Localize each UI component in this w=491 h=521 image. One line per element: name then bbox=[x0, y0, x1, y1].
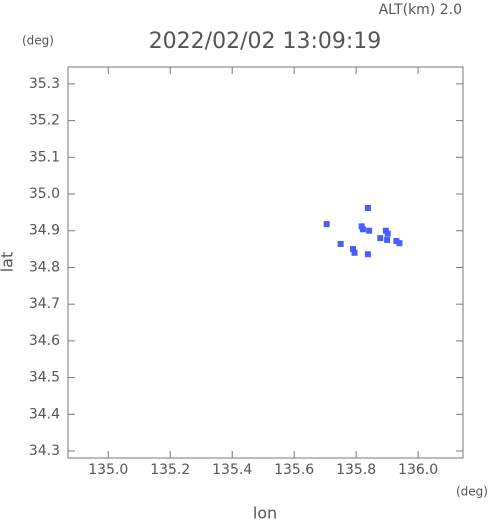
y-tick-label: 34.8 bbox=[29, 259, 60, 275]
echo-point bbox=[366, 227, 373, 234]
x-tick-label: 135.0 bbox=[88, 462, 128, 478]
chart-title: 2022/02/02 13:09:19 bbox=[149, 29, 382, 54]
x-tick-label: 135.6 bbox=[274, 462, 314, 478]
echo-point bbox=[396, 240, 403, 247]
echo-point bbox=[377, 235, 384, 242]
y-tick-label: 34.9 bbox=[29, 223, 60, 239]
y-tick-label: 34.7 bbox=[29, 296, 60, 312]
y-unit: (deg) bbox=[22, 34, 54, 48]
x-tick-label: 135.2 bbox=[150, 462, 190, 478]
echo-point bbox=[337, 240, 344, 247]
x-tick-label: 135.4 bbox=[212, 462, 252, 478]
echo-point bbox=[384, 230, 391, 237]
echo-point bbox=[364, 204, 371, 211]
x-tick-label: 136.0 bbox=[398, 462, 438, 478]
y-tick-label: 35.2 bbox=[29, 113, 60, 129]
echo-point bbox=[384, 236, 391, 243]
echo-point bbox=[323, 221, 330, 228]
y-tick-label: 35.0 bbox=[29, 186, 60, 202]
echo-point bbox=[393, 238, 400, 245]
y-tick-label: 34.6 bbox=[29, 333, 60, 349]
echo-point bbox=[359, 226, 366, 233]
plot-frame bbox=[67, 66, 464, 459]
chart-subtitle: ALT(km) 2.0 bbox=[379, 2, 462, 18]
echo-point bbox=[364, 251, 371, 258]
y-tick-label: 34.4 bbox=[29, 406, 60, 422]
x-axis-label: lon bbox=[253, 504, 277, 521]
y-tick-label: 34.3 bbox=[29, 443, 60, 459]
x-unit: (deg) bbox=[456, 485, 488, 499]
y-tick-label: 34.5 bbox=[29, 370, 60, 386]
y-tick-label: 35.3 bbox=[29, 76, 60, 92]
y-tick-label: 35.1 bbox=[29, 149, 60, 165]
echo-point bbox=[351, 249, 358, 256]
y-axis-label: lat bbox=[0, 252, 17, 273]
x-tick-label: 135.8 bbox=[336, 462, 376, 478]
echo-point bbox=[350, 246, 357, 253]
